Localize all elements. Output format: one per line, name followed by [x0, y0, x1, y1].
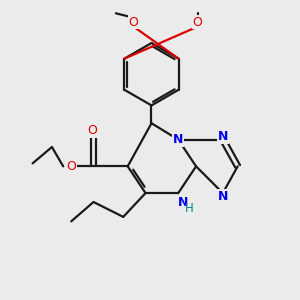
Text: O: O [193, 16, 202, 29]
Text: N: N [173, 133, 183, 146]
Text: N: N [218, 190, 228, 202]
Text: O: O [129, 16, 139, 29]
Text: O: O [87, 124, 97, 137]
Text: H: H [185, 202, 194, 215]
Text: N: N [178, 196, 188, 208]
Text: N: N [218, 130, 228, 143]
Text: O: O [66, 160, 76, 173]
